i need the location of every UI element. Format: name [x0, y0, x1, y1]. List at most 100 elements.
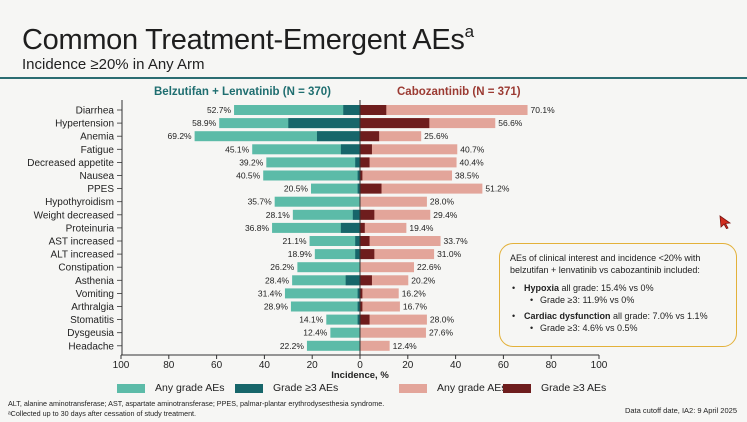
- category-label: Proteinuria: [66, 223, 115, 234]
- bar-right-g3: [360, 131, 380, 142]
- data-label-left: 36.8%: [245, 223, 270, 233]
- page-title: Common Treatment-Emergent AEsa: [22, 22, 474, 56]
- title-superscript: a: [464, 22, 474, 41]
- arm-label-right: Cabozantinib (N = 371): [397, 86, 521, 98]
- x-axis-title: Incidence, %: [331, 370, 389, 380]
- bar-left-any: [272, 222, 360, 233]
- data-label-left: 58.9%: [192, 118, 217, 128]
- bar-left-any: [330, 327, 360, 338]
- butterfly-chart: Diarrhea 52.7% 70.1% Hypertension 58.9% 56.6%…: [27, 100, 608, 380]
- bar-left-any: [292, 209, 360, 220]
- data-label-right: 40.4%: [460, 157, 485, 167]
- x-tick-label: 40: [259, 360, 271, 371]
- data-label-right: 40.7%: [460, 144, 485, 154]
- bar-right-g3: [360, 209, 375, 220]
- data-label-right: 19.4%: [409, 223, 434, 233]
- bar-left-any: [311, 183, 360, 194]
- bar-left-g3: [357, 314, 360, 325]
- x-tick-label: 100: [113, 360, 130, 371]
- category-label: Constipation: [58, 263, 114, 274]
- bar-right-g3: [360, 118, 430, 129]
- bar-right-g3: [360, 314, 370, 325]
- data-label-right: 28.0%: [430, 315, 455, 325]
- data-label-left: 20.5%: [284, 184, 309, 194]
- x-tick-label: 40: [450, 360, 462, 371]
- data-label-left: 12.4%: [303, 328, 328, 338]
- bar-left-g3: [352, 209, 360, 220]
- category-label: Vomiting: [76, 289, 114, 300]
- callout-sub-cardiac: Grade ≥3: 4.6% vs 0.5%: [524, 322, 728, 334]
- data-label-left: 26.2%: [270, 262, 295, 272]
- legend-swatch: [235, 383, 263, 393]
- data-label-right: 25.6%: [424, 131, 449, 141]
- category-label: Diarrhea: [76, 106, 115, 117]
- bar-left-g3: [355, 157, 360, 168]
- mouse-cursor-icon: [719, 215, 732, 229]
- category-label: Fatigue: [81, 145, 115, 156]
- bar-right-g3: [360, 183, 382, 194]
- footnote-abbrev: ALT, alanine aminotransferase; AST, aspa…: [8, 399, 385, 408]
- footnote-a: ᵃCollected up to 30 days after cessation…: [8, 409, 197, 418]
- data-label-right: 38.5%: [455, 171, 480, 181]
- data-cutoff: Data cutoff date, IA2: 9 April 2025: [624, 406, 737, 415]
- data-label-right: 12.4%: [393, 341, 418, 351]
- bar-left-any: [266, 157, 360, 168]
- bar-right-g3: [360, 222, 365, 233]
- header-rule: [0, 77, 747, 79]
- legend-left-g3: Grade ≥3 AEs: [235, 382, 338, 394]
- bar-right-any: [360, 340, 390, 351]
- data-label-right: 22.6%: [417, 262, 442, 272]
- data-label-left: 28.1%: [266, 210, 291, 220]
- data-label-right: 29.4%: [433, 210, 458, 220]
- x-tick-label: 80: [546, 360, 558, 371]
- arm-label-left: Belzutifan + Lenvatinib (N = 370): [154, 86, 332, 98]
- bar-right-any: [360, 262, 415, 273]
- x-tick-label: 20: [402, 360, 414, 371]
- data-label-left: 52.7%: [207, 105, 232, 115]
- bar-left-g3: [345, 275, 360, 286]
- callout-item-hypoxia: Hypoxia all grade: 15.4% vs 0%: [512, 282, 728, 294]
- bar-right-any: [360, 301, 400, 312]
- callout-item-cardiac: Cardiac dysfunction all grade: 7.0% vs 1…: [512, 310, 728, 322]
- data-label-left: 14.1%: [299, 315, 324, 325]
- bar-left-any: [194, 131, 360, 142]
- x-tick-label: 80: [163, 360, 175, 371]
- bar-left-any: [309, 236, 360, 246]
- bar-right-any: [360, 131, 422, 142]
- bar-right-g3: [360, 170, 363, 181]
- x-tick-label: 60: [498, 360, 510, 371]
- data-label-right: 51.2%: [485, 184, 510, 194]
- bar-right-any: [360, 196, 427, 207]
- data-label-right: 16.2%: [402, 288, 427, 298]
- bar-right-g3: [360, 288, 363, 299]
- data-label-right: 28.0%: [430, 197, 455, 207]
- data-label-left: 45.1%: [225, 144, 250, 154]
- legend-swatch: [503, 383, 531, 393]
- bar-right-any: [360, 275, 409, 286]
- category-label: Asthenia: [75, 276, 114, 287]
- bar-left-g3: [343, 105, 360, 115]
- bar-right-g3: [360, 144, 372, 155]
- data-label-left: 40.5%: [236, 171, 261, 181]
- data-label-right: 33.7%: [444, 236, 469, 246]
- data-label-right: 31.0%: [437, 249, 462, 259]
- data-label-left: 39.2%: [239, 157, 264, 167]
- bar-right-any: [360, 183, 483, 194]
- bar-left-any: [263, 170, 360, 181]
- x-tick-label: 0: [357, 360, 363, 371]
- category-label: Anemia: [80, 132, 114, 143]
- bar-left-g3: [357, 183, 360, 194]
- category-label: Arthralgia: [71, 302, 114, 313]
- bar-left-any: [290, 301, 360, 312]
- bar-left-g3: [340, 144, 360, 155]
- legend-swatch: [117, 383, 145, 393]
- legend-swatch: [399, 383, 427, 393]
- legend-right-any: Any grade AEs: [399, 382, 506, 394]
- bar-left-g3: [340, 222, 360, 233]
- category-label: Headache: [68, 341, 114, 352]
- bar-left-g3: [357, 170, 360, 181]
- bar-left-any: [284, 288, 360, 299]
- bar-left-any: [234, 105, 360, 115]
- bar-right-g3: [360, 249, 375, 260]
- category-label: Nausea: [80, 171, 115, 182]
